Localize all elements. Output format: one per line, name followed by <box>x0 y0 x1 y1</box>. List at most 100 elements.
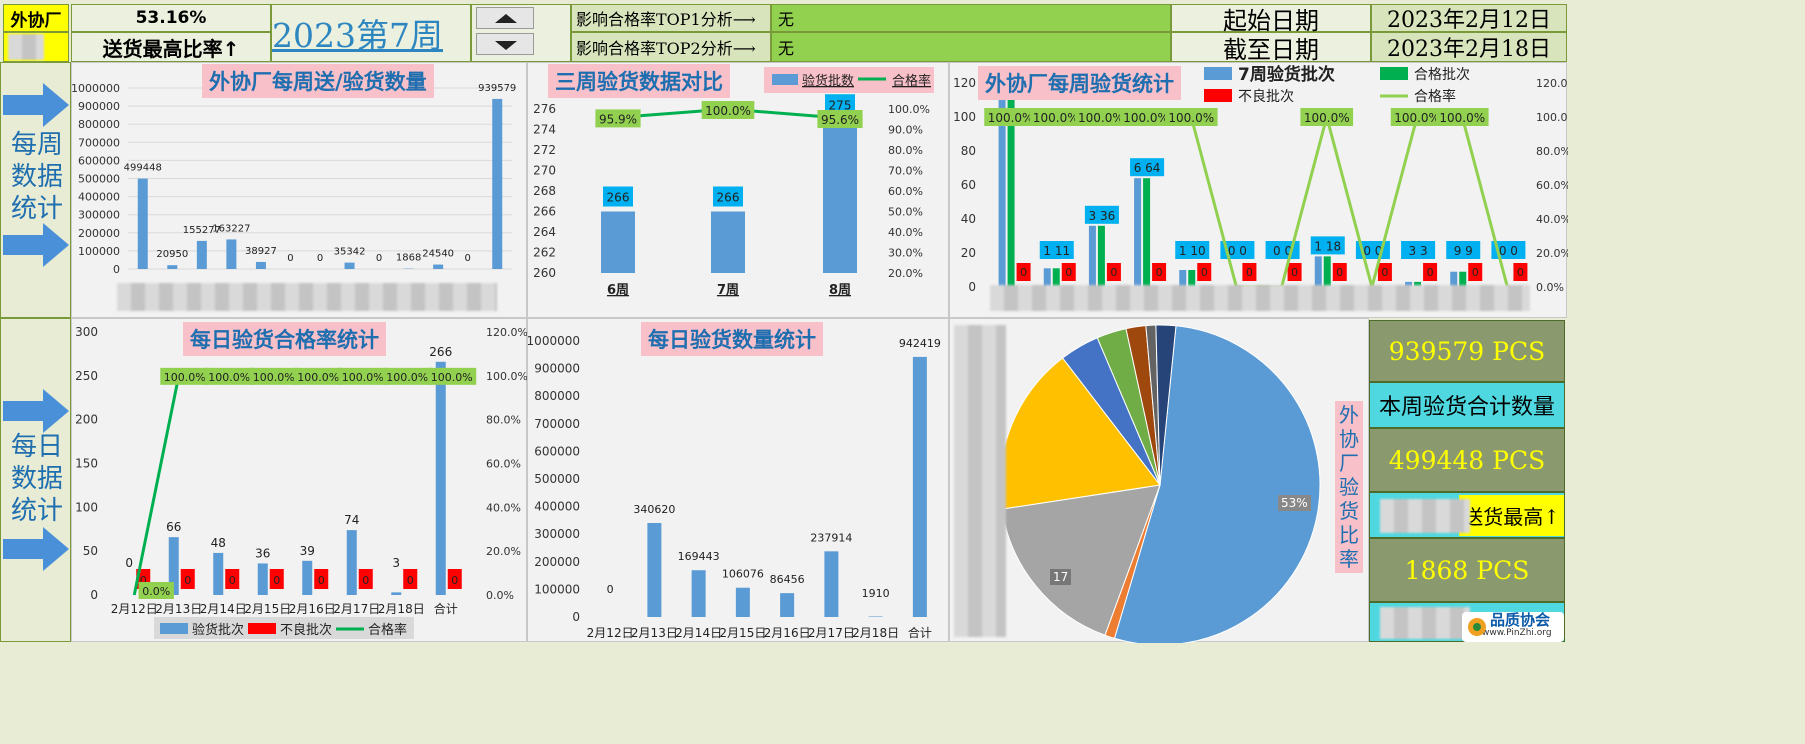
legend-label: 验货批数 <box>802 73 854 89</box>
week-down-button[interactable] <box>476 33 534 55</box>
weekly-qty-bar <box>226 239 237 269</box>
y-tick-label: 900000 <box>78 100 120 113</box>
daily-ng-label: 0 <box>318 574 325 587</box>
weekly-qty-data-label: 0 <box>287 253 293 264</box>
daily-side-panel: 每日数据统计 <box>0 318 71 642</box>
rate-label: 0.0% <box>142 585 170 598</box>
daily-qty-bar <box>912 356 927 617</box>
inspect-bar-label: 1 11 <box>1043 244 1070 258</box>
x-tick-label: 2月17日 <box>333 602 380 616</box>
three-week-bar-label: 266 <box>607 191 630 205</box>
legend-label: 合格率 <box>1414 88 1456 105</box>
daily-qty-bar <box>868 616 883 617</box>
inspect-ng-bar <box>1377 263 1392 281</box>
rate-label: 100.0% <box>1033 111 1079 125</box>
weekly-qty-chart: 0 100000 200000 300000 400000 500000 600000 700… <box>71 82 516 276</box>
rate-label-box <box>1390 108 1444 126</box>
y2-tick-label: 100.0% <box>1536 111 1568 124</box>
inspect-ng-bar <box>1016 263 1031 281</box>
pie-label-17: 17 <box>1050 569 1072 585</box>
legend-label: 合格批次 <box>1414 67 1470 83</box>
vendor-name-redacted <box>8 34 44 60</box>
week-up-button[interactable] <box>476 7 534 29</box>
three-week-bar <box>601 211 635 273</box>
y2-tick-label: 40.0% <box>1536 213 1568 226</box>
daily-qty-bar <box>735 587 750 617</box>
y-tick-label: 600000 <box>78 154 120 167</box>
legend-swatch <box>1204 89 1232 102</box>
y-tick-label: 0 <box>90 588 98 602</box>
weekly-qty-data-label: 0 <box>376 253 382 264</box>
x-tick-label: 2月15日 <box>719 626 766 640</box>
y-tick-label: 400000 <box>78 191 120 204</box>
y2-tick-label: 60.0% <box>888 185 923 198</box>
arrow-right-icon <box>3 83 69 127</box>
daily-rate-panel: 0 50 100 150 200 250 300 0.0% 20.0% 40.0% 60.0% 80.… <box>71 318 528 642</box>
y-tick-label: 260 <box>533 266 556 280</box>
weekly-inspect-title: 外协厂每周验货统计 <box>978 66 1181 100</box>
daily-ng-label: 0 <box>407 574 414 587</box>
daily-qty-data-label: 0 <box>607 583 614 596</box>
daily-qty-data-label: 169443 <box>678 550 720 563</box>
inspect-ng-label: 0 <box>1246 266 1253 279</box>
x-tick-label: 2月16日 <box>289 602 336 616</box>
weekly-qty-data-label: 0 <box>465 253 471 264</box>
end-label: 截至日期 <box>1223 35 1319 64</box>
inspect-ng-label: 0 <box>1336 266 1343 279</box>
inspect-batch-bar <box>998 93 1006 287</box>
weekly-side-panel: 每周数据统计 <box>0 62 71 318</box>
three-week-x-label: 7周 <box>717 283 739 298</box>
daily-batch-label: 74 <box>344 513 359 527</box>
daily-qty-panel: 0 100000 200000 300000 400000 500000 600000 700… <box>527 318 949 642</box>
legend-label: 7周验货批次 <box>1238 64 1335 85</box>
pinzhi-logo: 品质协会 www.PinZhi.org <box>1462 612 1564 642</box>
end-label-cell: 截至日期 <box>1171 32 1371 64</box>
y-tick-label: 266 <box>533 205 556 219</box>
daily-ng-bar <box>180 569 195 589</box>
y-tick-label: 40 <box>961 212 976 226</box>
y2-tick-label: 20.0% <box>1536 247 1568 260</box>
top2-label-cell: 影响合格率TOP2分析⟶ <box>571 32 771 62</box>
x-tick-label: 2月14日 <box>200 602 247 616</box>
inspect-batch-bar <box>1134 178 1142 287</box>
bar-label-box <box>1039 241 1074 259</box>
y-tick-label: 0 <box>113 263 120 276</box>
three-week-title: 三周验货数据对比 <box>548 64 730 98</box>
y2-tick-label: 120.0% <box>1536 77 1568 90</box>
week-title[interactable]: 2023第7周 <box>272 16 443 55</box>
rate-label-box <box>427 367 477 385</box>
daily-ng-label: 0 <box>451 574 458 587</box>
rate-label-box <box>1029 108 1083 126</box>
kpi-min-qty: 1868 PCS <box>1369 538 1565 602</box>
x-tick-label: 2月14日 <box>675 626 722 640</box>
weekly-qty-bar <box>492 98 503 269</box>
rate-label: 100.0% <box>297 371 339 384</box>
x-tick-label: 2月15日 <box>244 602 291 616</box>
bar-label-box <box>1401 241 1436 259</box>
start-label: 起始日期 <box>1223 6 1319 35</box>
arrow-right-icon <box>3 527 69 571</box>
bar-label-box <box>713 186 743 207</box>
x-tick-label: 2月18日 <box>378 602 425 616</box>
legend-label: 验货批次 <box>192 622 244 638</box>
kpi-min-qty-value: 1868 PCS <box>1404 555 1530 585</box>
top-rate-caption-cell: 送货最高比率↑ <box>71 32 271 62</box>
legend-label: 不良批次 <box>1238 89 1294 105</box>
y-tick-label: 274 <box>533 123 556 137</box>
rate-label: 100.0% <box>1168 111 1214 125</box>
weekly-qty-bar <box>433 264 444 269</box>
daily-ng-label: 0 <box>184 574 191 587</box>
inspect-ng-label: 0 <box>1381 266 1388 279</box>
daily-qty-bar <box>691 570 706 617</box>
rate-label-box <box>595 109 641 128</box>
legend-swatch <box>160 623 188 634</box>
inspect-ng-label: 0 <box>1156 266 1163 279</box>
daily-ng-bar <box>447 569 462 589</box>
kpi-max-caption: 送货最高↑ <box>1369 492 1565 538</box>
y-tick-label: 500000 <box>534 472 580 486</box>
inspect-bar-label: 1 18 <box>1314 239 1341 253</box>
x-tick-label: 合计 <box>908 625 932 640</box>
top-rate-caption: 送货最高比率↑ <box>102 36 240 61</box>
y2-tick-label: 80.0% <box>486 414 521 427</box>
daily-batch-label: 36 <box>255 546 270 560</box>
